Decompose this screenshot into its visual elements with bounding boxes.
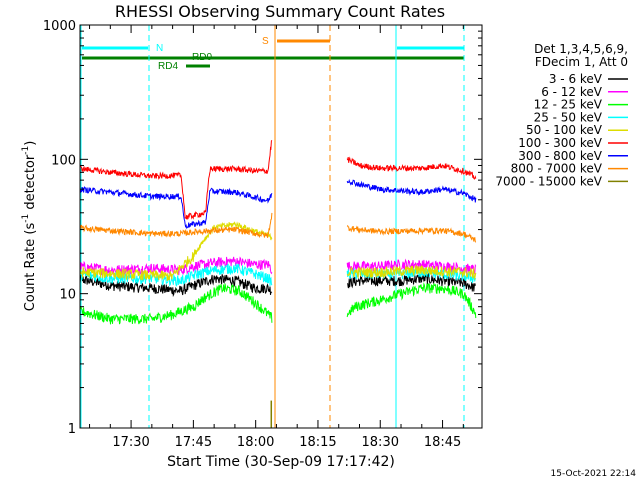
x-tick-label-6: 18:45 bbox=[424, 435, 461, 450]
y-tick-label-1: 1 bbox=[68, 422, 76, 437]
series-line-3-part-2 bbox=[346, 282, 477, 319]
x-tick-label-1: 17:30 bbox=[112, 435, 149, 450]
footer-date: 15-Oct-2021 22:14 bbox=[551, 469, 637, 479]
series-line-8-part-2 bbox=[346, 224, 477, 243]
x-tick-label-5: 18:30 bbox=[362, 435, 399, 450]
series-line-6-part-1 bbox=[80, 139, 273, 220]
legend-label-7: 300 - 800 keV bbox=[518, 149, 602, 163]
x-axis-label: Start Time (30-Sep-09 17:17:42) bbox=[167, 454, 395, 470]
legend-header-2: FDecim 1, Att 0 bbox=[535, 55, 628, 69]
x-tick-label-3: 18:00 bbox=[237, 435, 274, 450]
y-axis-label: Count Rate (s-1 detector-1) bbox=[21, 141, 38, 312]
chart-title: RHESSI Observing Summary Count Rates bbox=[115, 2, 445, 21]
y-axis-label-part-4: -1 bbox=[21, 146, 31, 155]
series-layer bbox=[80, 139, 477, 428]
y-tick-label-3: 100 bbox=[51, 153, 76, 168]
series-line-7-part-1 bbox=[80, 186, 273, 229]
ticks-layer: 17:30 17:45 18:00 18:15 18:30 18:45 1 10 100 1000 bbox=[43, 19, 482, 450]
y-axis-label-part-2: -1 bbox=[21, 214, 31, 223]
legend-label-6: 100 - 300 keV bbox=[518, 136, 602, 150]
flag-n-label: N bbox=[156, 43, 163, 54]
series-line-3-part-1 bbox=[80, 283, 273, 325]
event-lines bbox=[80, 25, 465, 428]
plot-frame bbox=[79, 24, 483, 429]
flag-bars bbox=[82, 39, 464, 68]
legend-header-1: Det 1,3,4,5,6,9, bbox=[534, 42, 628, 56]
series-line-7-part-2 bbox=[346, 178, 477, 203]
series-line-5-part-2 bbox=[346, 263, 477, 281]
legend-label-5: 50 - 100 keV bbox=[526, 123, 603, 137]
y-tick-label-4: 1000 bbox=[43, 19, 76, 34]
series-line-1-part-2 bbox=[347, 272, 476, 292]
flag-rd4-label: RD4 bbox=[158, 61, 178, 72]
y-axis-label-part-3: detector bbox=[23, 154, 38, 214]
legend: Det 1,3,4,5,6,9, FDecim 1, Att 0 3 - 6 k… bbox=[495, 42, 628, 188]
series-line-8-part-1 bbox=[80, 212, 273, 239]
legend-label-8: 800 - 7000 keV bbox=[511, 162, 603, 176]
legend-label-3: 12 - 25 keV bbox=[534, 98, 603, 112]
series-line-5-part-1 bbox=[80, 221, 273, 281]
y-tick-label-2: 10 bbox=[59, 288, 76, 303]
legend-label-2: 6 - 12 keV bbox=[541, 85, 603, 99]
flag-rd0-label: RD0 bbox=[192, 52, 212, 63]
y-axis-label-part-5: ) bbox=[23, 141, 38, 146]
flag-s-label: S bbox=[262, 36, 269, 47]
series-line-1-part-1 bbox=[80, 274, 273, 298]
x-tick-label-2: 17:45 bbox=[175, 435, 212, 450]
legend-label-4: 25 - 50 keV bbox=[534, 110, 603, 124]
y-axis-label-part-1: Count Rate (s bbox=[23, 223, 38, 312]
legend-label-9: 7000 - 15000 keV bbox=[495, 174, 602, 188]
series-line-6-part-2 bbox=[346, 156, 477, 180]
legend-label-1: 3 - 6 keV bbox=[549, 72, 603, 86]
x-tick-label-4: 18:15 bbox=[299, 435, 336, 450]
